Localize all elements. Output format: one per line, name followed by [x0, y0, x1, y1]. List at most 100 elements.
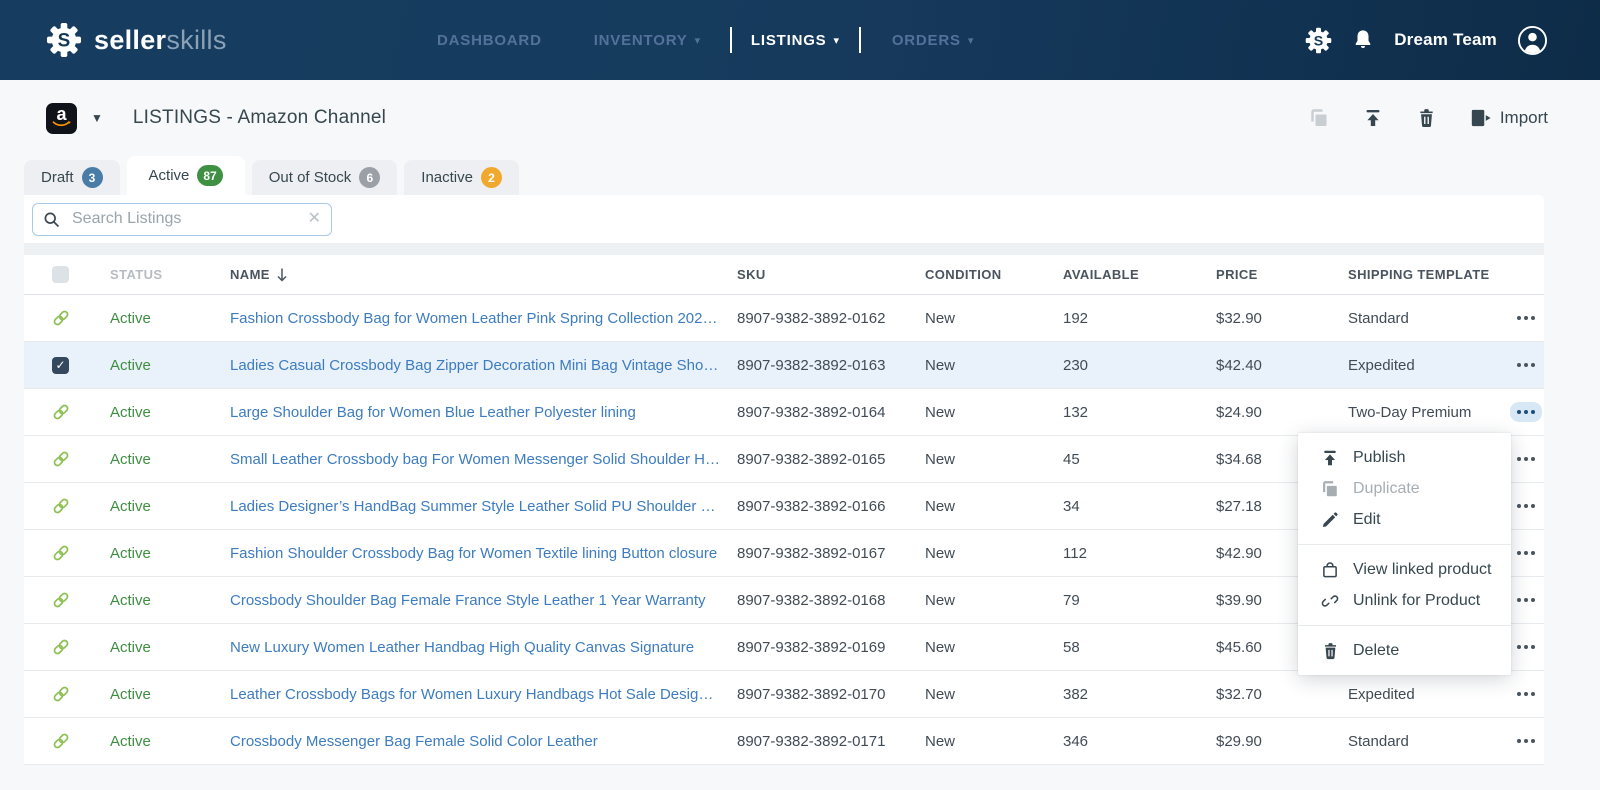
sku-cell: 8907-9382-3892-0162: [737, 309, 886, 327]
listing-name-link[interactable]: Ladies Casual Crossbody Bag Zipper Decor…: [230, 356, 720, 374]
listing-name-link[interactable]: Ladies Designer’s HandBag Summer Style L…: [230, 497, 720, 515]
available-cell: 34: [1063, 497, 1080, 515]
linked-product-icon[interactable]: [52, 732, 70, 750]
status-cell: Active: [110, 638, 151, 656]
sellerskills-mini-gear-icon[interactable]: S: [1305, 27, 1332, 54]
menu-item-view-linked-product[interactable]: View linked product: [1298, 554, 1511, 585]
row-actions-button[interactable]: [1510, 590, 1542, 610]
row-actions-button[interactable]: [1510, 496, 1542, 516]
listing-name-link[interactable]: Large Shoulder Bag for Women Blue Leathe…: [230, 403, 636, 421]
page-header: a ▼ LISTINGS - Amazon Channel: [0, 80, 1600, 156]
row-actions-button[interactable]: [1510, 543, 1542, 563]
tab-active[interactable]: Active 87: [126, 156, 245, 195]
row-actions-button[interactable]: [1510, 637, 1542, 657]
tab-inactive[interactable]: Inactive 2: [404, 160, 519, 195]
row-actions-button[interactable]: [1510, 402, 1542, 422]
sku-cell: 8907-9382-3892-0170: [737, 685, 886, 703]
linked-product-icon[interactable]: [52, 591, 70, 609]
table-row: Active Leather Crossbody Bags for Women L…: [24, 671, 1544, 718]
linked-product-icon[interactable]: [52, 685, 70, 703]
nav-inventory[interactable]: INVENTORY ▾: [593, 31, 701, 49]
brand-logo[interactable]: S sellerskills: [46, 22, 227, 58]
table-row: Active Large Shoulder Bag for Women Blue …: [24, 389, 1544, 436]
row-checkbox[interactable]: ✓: [52, 356, 69, 374]
status-cell: Active: [110, 403, 151, 421]
linked-product-icon[interactable]: [52, 450, 70, 468]
menu-item-unlink-for-product[interactable]: Unlink for Product: [1298, 585, 1511, 616]
sku-cell: 8907-9382-3892-0168: [737, 591, 886, 609]
delete-button[interactable]: [1415, 106, 1438, 130]
nav-divider: [729, 27, 732, 53]
status-cell: Active: [110, 356, 151, 374]
chevron-down-icon: ▾: [967, 34, 975, 47]
price-cell: $39.90: [1216, 591, 1262, 609]
status-cell: Active: [110, 309, 151, 327]
listing-name-link[interactable]: Leather Crossbody Bags for Women Luxury …: [230, 685, 720, 703]
linked-product-icon[interactable]: [52, 403, 70, 421]
listing-name-link[interactable]: Fashion Shoulder Crossbody Bag for Women…: [230, 544, 718, 562]
listing-name-link[interactable]: Small Leather Crossbody bag For Women Me…: [230, 450, 720, 468]
linked-product-icon[interactable]: [52, 309, 70, 327]
table-row: ✓ Active Ladies Casual Crossbody Bag Zippe…: [24, 342, 1544, 389]
row-actions-button[interactable]: [1510, 308, 1542, 328]
duplicate-button[interactable]: [1307, 106, 1331, 130]
available-cell: 79: [1063, 591, 1080, 609]
table-row: Active Fashion Shoulder Crossbody Bag for…: [24, 530, 1544, 577]
condition-cell: New: [925, 497, 956, 515]
tab-draft[interactable]: Draft 3: [24, 160, 120, 195]
nav-divider: [858, 27, 861, 53]
condition-cell: New: [925, 450, 956, 468]
listings-panel: ✕ STATUS NAME SKU CONDITION AVAILABLE PR…: [24, 195, 1544, 765]
linked-product-icon[interactable]: [52, 638, 70, 656]
edit-icon: [1320, 511, 1340, 529]
tab-count-badge: 87: [197, 165, 223, 186]
sku-cell: 8907-9382-3892-0164: [737, 403, 886, 421]
table-header: STATUS NAME SKU CONDITION AVAILABLE PRIC…: [24, 255, 1544, 295]
menu-item-publish[interactable]: Publish: [1298, 442, 1511, 473]
nav-dashboard[interactable]: DASHBOARD: [437, 31, 542, 49]
row-actions-button[interactable]: [1510, 355, 1542, 375]
available-cell: 112: [1063, 544, 1087, 562]
condition-cell: New: [925, 356, 956, 374]
condition-cell: New: [925, 309, 956, 327]
notifications-bell-icon[interactable]: [1352, 28, 1374, 52]
price-cell: $34.68: [1216, 450, 1262, 468]
listing-name-link[interactable]: Crossbody Messenger Bag Female Solid Col…: [230, 732, 598, 750]
column-header-name[interactable]: NAME: [230, 267, 737, 282]
price-cell: $42.40: [1216, 356, 1262, 374]
nav-listings[interactable]: LISTINGS ▾: [750, 31, 840, 49]
publish-icon: [1320, 449, 1340, 467]
column-header-status: STATUS: [110, 267, 163, 282]
condition-cell: New: [925, 403, 956, 421]
linked-product-icon[interactable]: [52, 497, 70, 515]
shipping-template-cell: Expedited: [1348, 356, 1415, 374]
channel-selector[interactable]: a ▼: [46, 102, 103, 134]
user-avatar-icon[interactable]: [1517, 25, 1548, 56]
tab-out-of-stock[interactable]: Out of Stock 6: [251, 160, 398, 195]
linked-product-icon[interactable]: [52, 544, 70, 562]
menu-item-edit[interactable]: Edit: [1298, 504, 1511, 535]
menu-divider: [1298, 625, 1511, 626]
search-input[interactable]: [72, 210, 308, 228]
import-button[interactable]: Import: [1468, 106, 1550, 130]
listing-name-link[interactable]: Fashion Crossbody Bag for Women Leather …: [230, 309, 720, 327]
row-actions-button[interactable]: [1510, 731, 1542, 751]
listing-name-link[interactable]: Crossbody Shoulder Bag Female France Sty…: [230, 591, 706, 609]
main-navigation: DASHBOARD INVENTORY ▾ LISTINGS ▾ ORDERS ▾: [420, 0, 991, 80]
menu-item-delete[interactable]: Delete: [1298, 635, 1511, 666]
row-actions-button[interactable]: [1510, 449, 1542, 469]
sku-cell: 8907-9382-3892-0167: [737, 544, 886, 562]
condition-cell: New: [925, 685, 956, 703]
status-cell: Active: [110, 732, 151, 750]
table-row: Active Crossbody Messenger Bag Female Sol…: [24, 718, 1544, 765]
sort-descending-icon: [276, 267, 288, 282]
shipping-template-cell: Standard: [1348, 732, 1409, 750]
select-all-checkbox[interactable]: [52, 266, 69, 283]
publish-button[interactable]: [1361, 106, 1385, 130]
clear-search-icon[interactable]: ✕: [307, 210, 321, 227]
condition-cell: New: [925, 591, 956, 609]
nav-orders[interactable]: ORDERS ▾: [891, 31, 975, 49]
duplicate-icon: [1320, 480, 1340, 498]
listing-name-link[interactable]: New Luxury Women Leather Handbag High Qu…: [230, 638, 695, 656]
row-actions-button[interactable]: [1510, 684, 1542, 704]
